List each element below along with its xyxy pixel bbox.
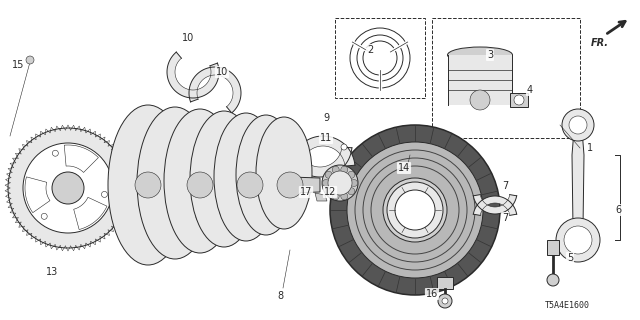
Text: 2: 2: [367, 45, 373, 55]
Circle shape: [332, 193, 339, 200]
Polygon shape: [315, 193, 327, 201]
Circle shape: [325, 188, 332, 195]
Text: 9: 9: [323, 113, 329, 123]
Text: 15: 15: [12, 60, 24, 70]
Circle shape: [569, 116, 587, 134]
Polygon shape: [290, 177, 320, 193]
Polygon shape: [189, 67, 241, 113]
Circle shape: [547, 274, 559, 286]
Circle shape: [328, 171, 352, 195]
Circle shape: [341, 166, 348, 173]
Text: 12: 12: [324, 187, 336, 197]
Text: FR.: FR.: [591, 38, 609, 48]
Circle shape: [341, 144, 347, 150]
Circle shape: [438, 294, 452, 308]
Polygon shape: [23, 143, 113, 233]
Text: 17: 17: [300, 187, 312, 197]
FancyBboxPatch shape: [547, 240, 559, 255]
Circle shape: [41, 213, 47, 219]
Text: 10: 10: [216, 67, 228, 77]
Text: 7: 7: [502, 181, 508, 191]
FancyBboxPatch shape: [432, 18, 580, 138]
Circle shape: [341, 193, 348, 200]
Circle shape: [237, 172, 263, 198]
Circle shape: [277, 172, 303, 198]
Circle shape: [556, 218, 600, 262]
Circle shape: [322, 165, 358, 201]
Circle shape: [52, 172, 84, 204]
Ellipse shape: [236, 115, 296, 235]
Text: 14: 14: [398, 163, 410, 173]
Text: 7: 7: [502, 213, 508, 223]
FancyBboxPatch shape: [335, 18, 425, 98]
Circle shape: [332, 166, 339, 173]
Circle shape: [562, 109, 594, 141]
Ellipse shape: [447, 47, 513, 63]
Text: 8: 8: [277, 291, 283, 301]
Circle shape: [470, 90, 490, 110]
Polygon shape: [167, 52, 219, 98]
Polygon shape: [8, 128, 128, 248]
Circle shape: [101, 191, 108, 197]
Polygon shape: [288, 147, 352, 177]
Circle shape: [293, 144, 299, 150]
Circle shape: [564, 226, 592, 254]
Polygon shape: [474, 196, 516, 215]
Polygon shape: [291, 136, 355, 166]
Polygon shape: [448, 55, 512, 105]
Circle shape: [144, 221, 152, 229]
Polygon shape: [74, 197, 107, 229]
Circle shape: [348, 188, 355, 195]
Text: 5: 5: [567, 253, 573, 263]
Circle shape: [196, 213, 204, 221]
Ellipse shape: [256, 117, 312, 229]
Circle shape: [347, 142, 483, 278]
Polygon shape: [474, 195, 516, 214]
Circle shape: [323, 180, 330, 187]
Text: 1: 1: [587, 143, 593, 153]
Circle shape: [348, 171, 355, 178]
Ellipse shape: [190, 111, 258, 247]
Circle shape: [325, 171, 332, 178]
Circle shape: [351, 180, 358, 187]
Circle shape: [514, 95, 524, 105]
Polygon shape: [25, 177, 50, 213]
Circle shape: [395, 190, 435, 230]
Circle shape: [135, 172, 161, 198]
Circle shape: [26, 56, 34, 64]
Circle shape: [52, 150, 58, 156]
Text: 11: 11: [320, 133, 332, 143]
Text: 4: 4: [527, 85, 533, 95]
Circle shape: [330, 125, 500, 295]
Text: T5A4E1600: T5A4E1600: [545, 301, 590, 310]
Circle shape: [442, 298, 448, 304]
Text: 3: 3: [487, 50, 493, 60]
Text: 10: 10: [182, 33, 194, 43]
FancyBboxPatch shape: [437, 277, 453, 289]
Circle shape: [220, 209, 228, 217]
Text: 13: 13: [46, 267, 58, 277]
Ellipse shape: [108, 105, 188, 265]
Text: 16: 16: [426, 289, 438, 299]
Polygon shape: [510, 93, 528, 107]
Ellipse shape: [137, 107, 213, 259]
Polygon shape: [572, 130, 584, 228]
Circle shape: [187, 172, 213, 198]
Ellipse shape: [214, 113, 278, 241]
Circle shape: [171, 217, 179, 225]
Polygon shape: [64, 145, 99, 172]
Circle shape: [383, 178, 447, 242]
Text: 6: 6: [615, 205, 621, 215]
Ellipse shape: [164, 109, 236, 253]
Circle shape: [242, 205, 250, 213]
Circle shape: [387, 182, 443, 238]
